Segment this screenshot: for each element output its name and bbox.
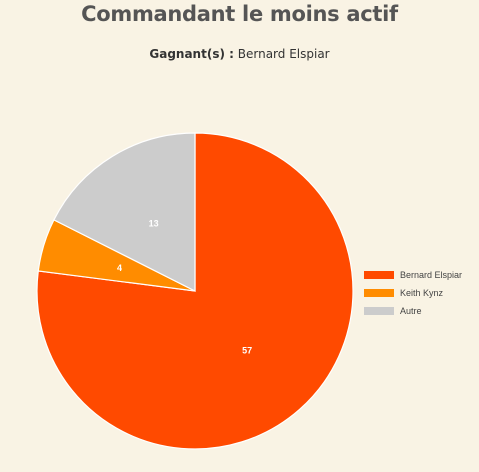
chart-title: Commandant le moins actif [81, 2, 398, 26]
winner-label: Gagnant(s) : [149, 47, 234, 61]
winner-value: Bernard Elspiar [237, 47, 330, 61]
legend-label: Autre [400, 306, 422, 316]
legend-swatch [364, 307, 394, 315]
legend-item[interactable]: Bernard Elspiar [364, 266, 462, 284]
legend-swatch [364, 271, 394, 279]
slice-value-label: 57 [242, 345, 252, 355]
slice-value-label: 4 [117, 263, 122, 273]
legend-item[interactable]: Keith Kynz [364, 284, 462, 302]
legend-label: Bernard Elspiar [400, 270, 463, 280]
slice-value-label: 13 [149, 219, 159, 229]
chart-legend: Bernard Elspiar Keith Kynz Autre [364, 266, 462, 320]
legend-item[interactable]: Autre [364, 302, 462, 320]
pie-slice[interactable] [53, 132, 196, 292]
legend-swatch [364, 289, 394, 297]
legend-label: Keith Kynz [400, 288, 444, 298]
chart-subtitle: Gagnant(s) : Bernard Elspiar [0, 47, 479, 61]
